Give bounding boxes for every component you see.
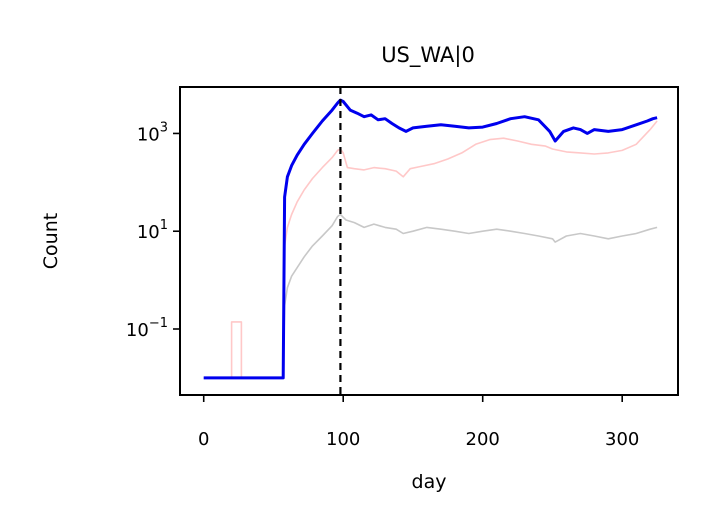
- series-line-2: [203, 98, 658, 380]
- y-axis-label: Count: [40, 213, 62, 269]
- series-line-1: [203, 120, 658, 379]
- y-tick-label: 101: [137, 218, 168, 243]
- series-layer: [203, 98, 658, 380]
- x-tick-label: 100: [326, 429, 360, 450]
- x-axis-label: day: [412, 471, 447, 493]
- y-tick-label: 10−1: [126, 316, 168, 341]
- plot-frame: [179, 86, 679, 396]
- x-tick-label: 300: [605, 429, 639, 450]
- x-axis: 0 100 200 300: [198, 395, 639, 450]
- x-tick-label: 0: [198, 429, 209, 450]
- x-tick-label: 200: [466, 429, 500, 450]
- series-line-0: [203, 213, 658, 379]
- y-axis: 10−1 101 103: [126, 120, 180, 341]
- chart-title: US_WA|0: [381, 43, 475, 68]
- y-tick-label: 103: [137, 120, 168, 145]
